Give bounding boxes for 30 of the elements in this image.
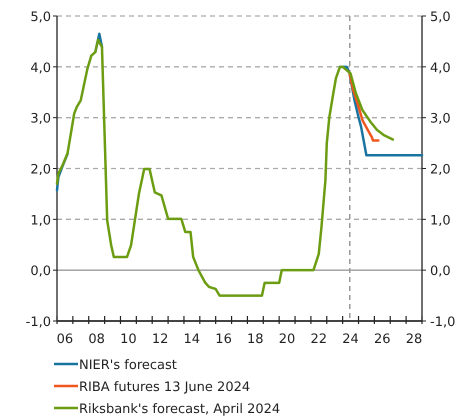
x-tick-label: 06	[56, 332, 74, 347]
y2-tick-label: -1,0	[430, 315, 456, 330]
x-tick-label: 24	[342, 332, 359, 347]
y2-tick-label: 1,0	[430, 213, 451, 228]
legend-label: Riksbank's forecast, April 2024	[79, 402, 280, 417]
y-tick-label: 1,0	[30, 213, 51, 228]
x-tick-label: 12	[152, 332, 168, 347]
y-tick-label: 4,0	[30, 60, 51, 76]
line-series	[56, 38, 394, 297]
x-tick-label: 16	[215, 332, 232, 347]
y2-tick-label: 5,0	[430, 10, 451, 25]
y-tick-label: 0,0	[30, 264, 51, 280]
y-tick-label: 2,0	[30, 162, 51, 178]
y2-tick-label: 4,0	[430, 60, 451, 76]
y2-tick-label: 3,0	[430, 112, 451, 127]
y-tick-label: -1,0	[26, 315, 51, 330]
x-tick-label: 26	[374, 332, 391, 347]
x-tick-label: 14	[184, 332, 200, 347]
y2-tick-label: 0,0	[430, 264, 451, 280]
x-tick-label: 18	[247, 332, 264, 347]
x-tick-label: 28	[406, 332, 422, 347]
x-tick-label: 10	[120, 332, 137, 347]
legend-label: NIER's forecast	[79, 358, 177, 373]
y2-tick-label: 2,0	[430, 162, 451, 178]
y-tick-label: 5,0	[30, 10, 51, 25]
x-tick-label: 08	[88, 332, 105, 347]
legend-label: RIBA futures 13 June 2024	[79, 380, 250, 395]
x-tick-label: 20	[278, 332, 296, 347]
x-tick-label: 22	[310, 332, 328, 347]
y-tick-label: 3,0	[30, 112, 51, 127]
